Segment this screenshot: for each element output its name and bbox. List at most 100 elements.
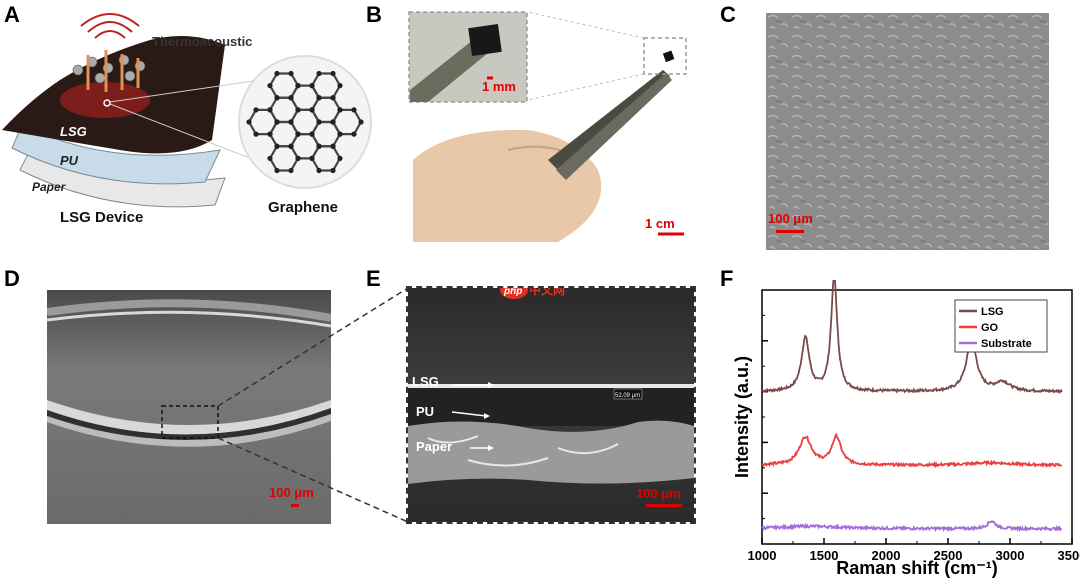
x-tick-label: 2000 <box>872 548 901 563</box>
carbon-atom <box>253 107 259 113</box>
carbon-atom <box>274 70 280 77</box>
y-ticks <box>762 314 768 520</box>
carbon-atom <box>316 143 322 149</box>
carbon-atom <box>309 107 315 113</box>
carbon-atom <box>295 155 301 161</box>
panel-e-sem-image: 52.09 μm php 中文网 LSG PU Paper 100 μm <box>406 286 696 524</box>
pu-arrow <box>451 411 487 417</box>
carbon-atom <box>288 119 294 125</box>
sound-wave <box>80 13 140 27</box>
watermark-text: 中文网 <box>529 288 565 297</box>
carbon-atom <box>330 167 336 174</box>
carbon-atom <box>316 167 322 174</box>
panel-d-sem-image: 100 μm <box>47 290 331 524</box>
inset-sample <box>468 24 502 56</box>
zoom-box <box>643 37 687 75</box>
zoom-point <box>103 99 111 107</box>
panel-e-paper-label: Paper <box>416 439 453 454</box>
panel-c-sem-image: 100 μm <box>766 13 1049 250</box>
carbon-atom <box>316 95 322 101</box>
carbon-atom <box>309 155 315 161</box>
pu-film-section <box>47 408 331 441</box>
carbon-atom <box>246 119 252 125</box>
panel-c-scale-label: 100 μm <box>768 211 813 226</box>
lsg-layer-band <box>408 384 694 388</box>
carbon-atom <box>274 95 280 101</box>
paper-film-section <box>47 414 331 447</box>
tweezers <box>548 70 670 172</box>
panel-a-illustration: Thermoacoustic LSG PU Paper LSG Device G… <box>2 13 372 226</box>
panel-a-letter: A <box>4 2 20 27</box>
panel-d-zoom-box <box>161 405 219 439</box>
series-line-go <box>761 433 1063 469</box>
carbon-atom <box>267 107 273 113</box>
thermoacoustic-label: Thermoacoustic <box>152 34 252 49</box>
x-tick-label: 3500 <box>1058 548 1080 563</box>
carbon-atom <box>330 143 336 149</box>
panel-e-letter: E <box>366 266 381 291</box>
carbon-atom <box>295 131 301 137</box>
carbon-atom <box>253 131 259 137</box>
sound-wave <box>94 30 126 39</box>
carbon-atom <box>288 167 294 174</box>
upper-arc <box>47 299 331 322</box>
carbon-atom <box>288 70 294 77</box>
x-axis-label: Raman shift (cm⁻¹) <box>836 558 998 578</box>
sound-wave <box>87 21 133 33</box>
carbon-atom <box>351 131 357 137</box>
main-scale-label: 1 cm <box>645 216 675 231</box>
legend-label: LSG <box>981 306 1004 318</box>
zoom-line <box>527 11 645 39</box>
raman-chart: 100015002000250030003500 LSGGOSubstrate … <box>732 280 1080 578</box>
legend: LSG GO Substrate <box>954 299 1048 353</box>
panel-d-letter: D <box>4 266 20 291</box>
pu-layer-label: PU <box>60 153 79 168</box>
carbon-atom <box>337 107 343 113</box>
y-axis-label: Intensity (a.u.) <box>732 356 752 478</box>
watermark-badge-text: php <box>503 288 522 297</box>
carbon-atom <box>267 83 273 89</box>
lsg-sample <box>662 50 675 63</box>
heat-arrows <box>86 50 140 92</box>
panel-c-letter: C <box>720 2 736 27</box>
x-ticks: 1000 1500 2000 2500 3000 3500 <box>748 538 1080 563</box>
paper-layer-label: Paper <box>32 180 67 194</box>
carbon-atom <box>330 95 336 101</box>
panel-e-scale-label: 100 μm <box>636 486 681 501</box>
panel-e-scale-bar <box>646 504 682 507</box>
carbon-atom <box>295 107 301 113</box>
upper-arc-highlight <box>47 310 331 328</box>
panel-d-scale-label: 100 μm <box>269 485 314 500</box>
zoom-lines-d-to-e <box>217 287 409 523</box>
pu-layer-band <box>408 388 694 426</box>
carbon-atom <box>337 155 343 161</box>
carbon-atom <box>337 83 343 89</box>
zoom-line <box>109 79 261 103</box>
watermark-badge <box>500 288 528 299</box>
legend-label: GO <box>981 322 999 334</box>
panel-b-letter: B <box>366 2 382 27</box>
carbon-atom <box>330 119 336 125</box>
carbon-atom <box>309 131 315 137</box>
measurement-label: 52.09 μm <box>615 393 640 399</box>
series-lines <box>761 280 1063 533</box>
x-tick-label: 2500 <box>934 548 963 563</box>
paper-fibers <box>427 435 619 467</box>
carbon-atom <box>288 143 294 149</box>
series-line-substrate <box>761 520 1063 533</box>
carbon-atom <box>274 167 280 174</box>
zoom-line <box>109 103 256 161</box>
carbon-atom <box>267 155 273 161</box>
paper-layer-band <box>408 420 694 484</box>
tweezers-arm <box>556 73 672 180</box>
carbon-atom <box>316 119 322 125</box>
panel-d-scale-bar <box>291 504 299 507</box>
carbon-atom <box>267 131 273 137</box>
x-tick-label: 1500 <box>810 548 839 563</box>
lsg-layer-label: LSG <box>60 124 87 139</box>
carbon-atom <box>316 70 322 77</box>
series-line-lsg <box>761 280 1063 394</box>
graphene-caption: Graphene <box>268 199 338 216</box>
lsg-film-section <box>47 400 331 435</box>
graphene-lattice <box>246 70 364 174</box>
